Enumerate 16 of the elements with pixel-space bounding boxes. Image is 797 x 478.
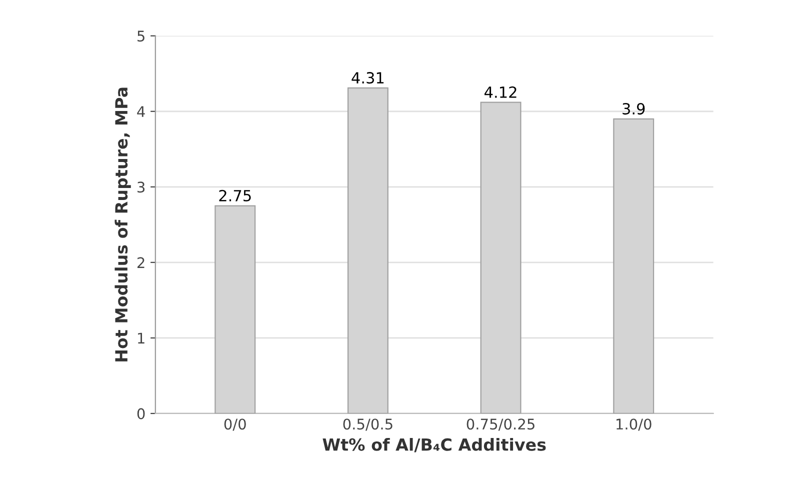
y-tick-label: 4	[137, 106, 145, 117]
x-tick-label: 0/0	[224, 418, 246, 431]
x-tick-label: 0.5/0.5	[343, 418, 392, 431]
x-axis-title: Wt% of Al/B₄C Additives	[322, 438, 546, 452]
data-label: 4.12	[484, 86, 516, 98]
data-label: 2.75	[219, 190, 251, 202]
y-tick-label: 1	[138, 332, 144, 344]
y-tick-label: 0	[137, 408, 145, 420]
y-tick-label: 5	[138, 30, 144, 42]
x-tick-label: 1.0/0	[616, 418, 652, 431]
y-tick-label: 3	[138, 182, 145, 193]
data-label: 4.31	[352, 72, 384, 84]
x-tick-label: 0.75/0.25	[466, 418, 534, 431]
y-tick-label: 2	[137, 257, 144, 268]
data-label: 3.9	[622, 103, 645, 115]
y-axis-title: Hot Modulus of Rupture, MPa	[114, 88, 131, 362]
